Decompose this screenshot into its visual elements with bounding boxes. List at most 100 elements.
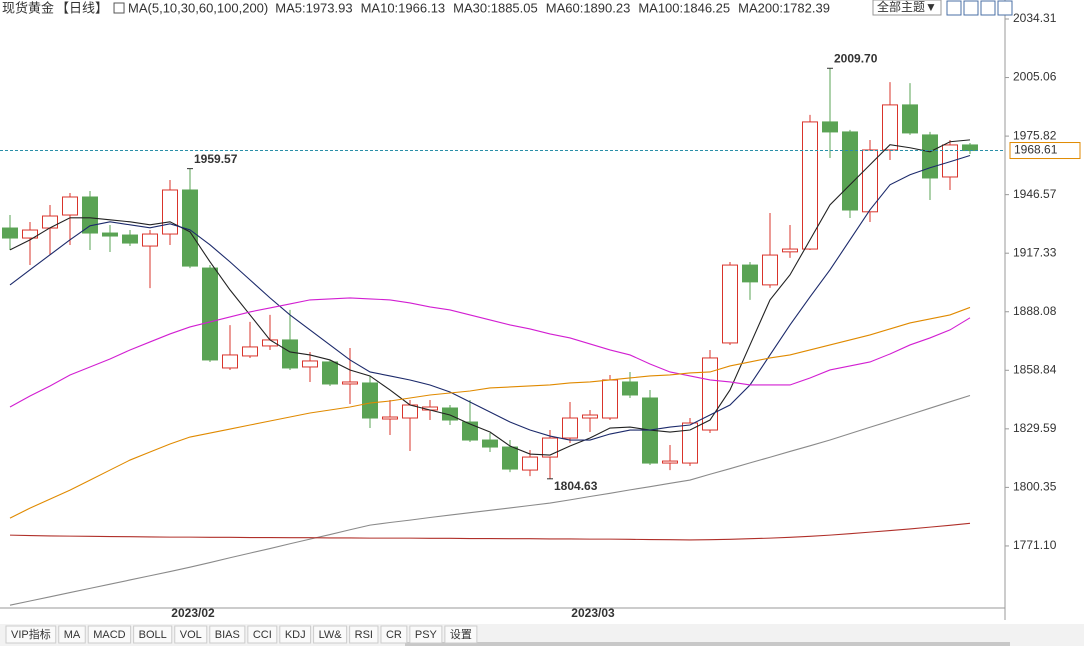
extreme-label: 1959.57	[194, 152, 238, 166]
legend-entry: MA5:1973.93	[275, 0, 352, 15]
candle-body	[562, 417, 578, 439]
candle-body	[502, 446, 518, 470]
candle-body	[222, 354, 238, 369]
next-icon[interactable]	[997, 0, 1013, 16]
extreme-label: 2009.70	[834, 51, 878, 65]
candle-body	[302, 360, 318, 368]
candle-body	[542, 437, 558, 458]
candle-body	[902, 104, 918, 134]
tab[interactable]	[380, 625, 408, 644]
tab-label[interactable]: 设置	[450, 628, 472, 641]
tab-label[interactable]: RSI	[355, 629, 373, 641]
y-tick-label: 1975.82	[1013, 128, 1057, 142]
candle-body	[482, 439, 498, 448]
candle-body	[762, 254, 778, 286]
y-tick-label: 1800.35	[1013, 480, 1057, 494]
tab-label[interactable]: PSY	[415, 629, 438, 641]
tab-label[interactable]: LW&	[319, 629, 343, 641]
tab[interactable]	[209, 625, 246, 644]
theme-button-label[interactable]: 全部主题▼	[877, 0, 937, 14]
zoom-in-icon[interactable]	[946, 0, 962, 16]
tab-label[interactable]: MACD	[93, 629, 125, 641]
tab[interactable]	[313, 625, 348, 644]
candle-body	[522, 456, 538, 471]
tab-label[interactable]: VOL	[180, 629, 202, 641]
candle-body	[462, 421, 478, 441]
candle-body	[882, 104, 898, 151]
candle-body	[622, 381, 638, 396]
candle-body	[582, 414, 598, 419]
candle-body	[662, 460, 678, 464]
tab-label[interactable]: KDJ	[285, 629, 306, 641]
period-label: 【日线】	[56, 0, 108, 15]
instrument-name: 现货黄金	[2, 0, 54, 15]
candle-body	[362, 382, 378, 419]
legend-entry: MA10:1966.13	[361, 0, 446, 15]
candle-body	[602, 379, 618, 419]
candle-body	[922, 134, 938, 179]
tab[interactable]	[349, 625, 379, 644]
candle-body	[2, 227, 18, 239]
tab-label[interactable]: CR	[386, 629, 402, 641]
y-tick-label: 2034.31	[1013, 11, 1057, 25]
candle-body	[102, 232, 118, 237]
tab-label[interactable]: BOLL	[139, 629, 167, 641]
tab-label[interactable]: CCI	[253, 629, 272, 641]
tab[interactable]	[87, 625, 132, 644]
candle-body	[342, 381, 358, 385]
candle-body	[782, 248, 798, 253]
y-tick-label: 1917.33	[1013, 245, 1057, 259]
legend-entry: MA60:1890.23	[546, 0, 631, 15]
tab[interactable]	[409, 625, 443, 644]
y-tick-label: 1858.84	[1013, 362, 1057, 376]
ma-line	[9, 154, 971, 441]
tab[interactable]	[133, 625, 173, 644]
theme-button[interactable]	[872, 0, 942, 16]
candle-body	[82, 196, 98, 234]
candle-body	[162, 189, 178, 235]
candle-body	[42, 215, 58, 229]
legend-entry: MA30:1885.05	[453, 0, 538, 15]
ma-line	[9, 139, 971, 456]
candle-body	[282, 339, 298, 369]
x-tick-label: 2023/02	[171, 606, 215, 620]
y-tick-label: 1771.10	[1013, 538, 1057, 552]
candle-body	[402, 404, 418, 419]
candle-body	[682, 422, 698, 464]
y-tick-label: 1946.57	[1013, 187, 1057, 201]
tab[interactable]	[174, 625, 208, 644]
candle-body	[942, 144, 958, 178]
ma-line	[9, 522, 971, 541]
candle-body	[862, 149, 878, 213]
tab[interactable]	[444, 625, 478, 644]
candle-body	[322, 361, 338, 385]
legend-entry: MA100:1846.25	[638, 0, 730, 15]
legend-entry: MA200:1782.39	[738, 0, 830, 15]
tab[interactable]	[5, 625, 57, 644]
zoom-out-icon[interactable]	[963, 0, 979, 16]
candle-body	[382, 416, 398, 420]
candle-body	[842, 131, 858, 211]
tab[interactable]	[247, 625, 278, 644]
y-tick-label: 1829.59	[1013, 421, 1057, 435]
candle-body	[62, 196, 78, 216]
candle-body	[962, 144, 978, 152]
tab[interactable]	[58, 625, 86, 644]
tab[interactable]	[279, 625, 312, 644]
prev-icon[interactable]	[980, 0, 996, 16]
candle-body	[722, 264, 738, 344]
tab-label[interactable]: BIAS	[215, 629, 240, 641]
candle-body	[802, 121, 818, 250]
scrollbar[interactable]	[405, 642, 1010, 646]
ma-line	[9, 297, 971, 408]
candle-body	[142, 233, 158, 247]
tab-label[interactable]: MA	[64, 629, 81, 641]
candle-body	[702, 357, 718, 431]
candle-body	[822, 121, 838, 133]
last-price-label: 1968.61	[1014, 143, 1058, 157]
ma-icon[interactable]	[113, 2, 125, 14]
indicator-label: MA(5,10,30,60,100,200)	[128, 0, 268, 15]
tab-label[interactable]: VIP指标	[11, 627, 51, 641]
last-price-box	[1009, 142, 1081, 160]
